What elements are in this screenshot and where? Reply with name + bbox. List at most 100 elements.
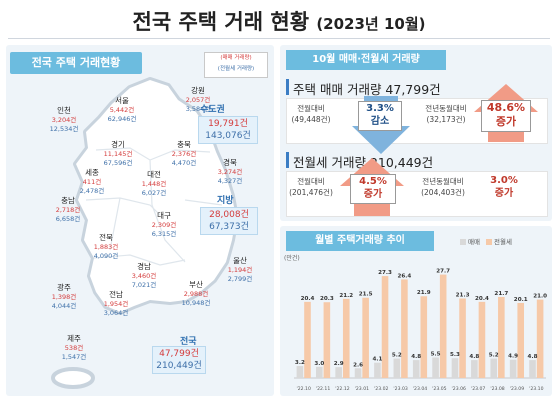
region-lease: 4,090건 [93, 252, 119, 260]
bar-sale [471, 360, 478, 378]
nation-box: 47,799건 210,449건 [152, 346, 206, 374]
region-name: 경북 [223, 158, 237, 167]
bar-sale [335, 367, 342, 378]
x-tick-label: '23.07 [471, 386, 485, 392]
region-sale: 1,398건 [51, 293, 77, 301]
province-borders [85, 147, 223, 266]
sale-mom-dir: 감소 [370, 116, 390, 127]
title-main: 전국 주택 거래 현황 [132, 10, 310, 34]
region-label: 부산 2,988건 10,948건 [170, 280, 222, 308]
map-legend: (매매 거래량) (전월세 거래량) [204, 52, 268, 78]
sale-mom-label-group: 전월대비 (49,448건) [286, 103, 336, 125]
sale-section-marker [286, 79, 289, 95]
bar-sale [451, 358, 459, 378]
region-name: 전북 [99, 233, 113, 242]
lease-yoy-dir: 증가 [494, 188, 514, 199]
x-tick-label: '23.03 [393, 386, 407, 392]
region-sale: 3,460건 [131, 272, 157, 280]
region-sale: 2,057건 [185, 96, 211, 104]
region-label: 경기 11,145건 67,596건 [92, 140, 144, 168]
data-label-sale: 5.2 [489, 353, 499, 359]
region-name: 충남 [61, 196, 75, 205]
jeju-island-shape [51, 367, 95, 389]
x-tick-label: '23.04 [413, 386, 427, 392]
region-lease: 62,946건 [107, 115, 137, 123]
sale-mom-label: 전월대비 [297, 104, 325, 113]
region-sale: 411건 [82, 178, 102, 186]
bar-sale [296, 366, 304, 378]
data-label-lease: 21.9 [417, 290, 431, 296]
region-sale: 3,204건 [51, 116, 77, 124]
x-tick-label: '23.02 [374, 386, 388, 392]
lease-mom-base: (201,476건) [289, 188, 333, 197]
region-sale: 11,145건 [103, 150, 133, 158]
region-sale: 2,988건 [183, 290, 209, 298]
region-label: 강원 2,057건 3,584건 [172, 86, 224, 114]
monthly-trade-chart: (만건) 3.2 20.4 '22.10 3.0 20.3 '22.11 2.9 21.2 '22… [284, 254, 547, 392]
region-lease: 2,799건 [227, 275, 253, 283]
data-label-lease: 27.3 [378, 270, 392, 276]
chart-title: 월별 주택거래량 추이 [286, 231, 434, 251]
data-label-sale: 4.8 [469, 354, 479, 360]
bar-sale [412, 360, 420, 378]
lease-yoy-label-group: 전년동월대비 (204,403건) [415, 176, 471, 198]
region-sale: 1,954건 [103, 300, 129, 308]
x-tick-label: '23.10 [529, 386, 543, 392]
data-label-sale: 5.3 [450, 352, 460, 358]
region-label: 경남 3,460건 7,021건 [118, 262, 170, 290]
data-label-lease: 21.2 [339, 293, 353, 299]
x-tick-label: '23.05 [432, 386, 446, 392]
region-label: 제주 538건 1,547건 [48, 334, 100, 362]
region-lease: 1,547건 [61, 353, 87, 361]
summary-header: 10월 매매·전월세 거래량 [286, 50, 446, 70]
region-name: 대구 [157, 211, 171, 220]
sale-yoy-dir: 증가 [495, 115, 517, 128]
region-name: 서울 [115, 96, 129, 105]
region-lease: 7,021건 [131, 281, 157, 289]
bar-lease [459, 298, 466, 378]
region-sale: 2,718건 [55, 206, 81, 214]
data-label-lease: 21.5 [359, 292, 373, 298]
x-tick-label: '22.11 [316, 386, 330, 392]
bar-lease [362, 297, 369, 378]
bar-sale [354, 368, 362, 378]
region-name: 전남 [109, 290, 123, 299]
sale-mom-box: 3.3% 감소 [358, 101, 402, 131]
sale-yoy-label: 전년동월대비 [425, 104, 467, 113]
local-area-label: 지방 [217, 196, 234, 206]
lease-mom-pct: 4.5% [359, 176, 387, 187]
page-title: 전국 주택 거래 현황 (2023년 10월) [0, 6, 558, 36]
region-label: 서울 5,442건 62,946건 [96, 96, 148, 124]
lease-mom-box: 4.5% 증가 [350, 174, 396, 204]
legend-sale: (매매 거래량) [220, 55, 252, 61]
region-label: 울산 1,194건 2,799건 [214, 256, 266, 284]
nation-lease: 210,449건 [156, 361, 202, 371]
bar-lease [536, 299, 544, 378]
data-label-sale: 4.8 [411, 354, 421, 360]
bar-sale [393, 358, 401, 378]
data-label-lease: 20.3 [320, 296, 334, 302]
region-sale: 1,883건 [93, 243, 119, 251]
y-unit-label: (만건) [284, 254, 300, 262]
region-name: 인천 [57, 106, 71, 115]
lease-section-marker [286, 152, 289, 168]
region-name: 울산 [233, 256, 247, 265]
lease-mom-label-group: 전월대비 (201,476건) [286, 176, 336, 198]
region-lease: 4,044건 [51, 302, 77, 310]
x-tick-label: '22.12 [335, 386, 349, 392]
lease-card [286, 171, 548, 217]
data-label-sale: 5.5 [431, 351, 441, 357]
x-tick-label: '23.06 [452, 386, 466, 392]
data-label-lease: 20.4 [301, 296, 315, 302]
local-sale: 28,008건 [209, 210, 249, 220]
region-name: 광주 [57, 283, 71, 292]
bar-lease [342, 298, 350, 378]
region-label: 광주 1,398건 4,044건 [38, 283, 90, 311]
data-label-lease: 20.1 [514, 297, 528, 303]
sale-section-title: 주택 매매 거래량 47,799건 [293, 82, 441, 97]
data-label-lease: 27.7 [436, 269, 450, 275]
region-lease: 67,596건 [103, 159, 133, 167]
data-label-sale: 2.9 [334, 361, 344, 367]
korea-mainland-fill [76, 80, 236, 312]
region-sale: 1,448건 [141, 180, 167, 188]
